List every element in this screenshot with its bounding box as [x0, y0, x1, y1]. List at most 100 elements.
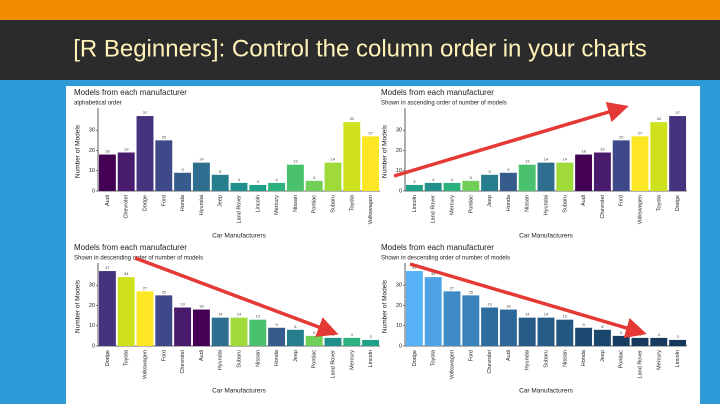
bar — [230, 182, 248, 191]
slide-title: [R Beginners]: Control the column order … — [73, 35, 647, 62]
x-tick-label: Jeep — [293, 350, 299, 362]
y-tick-label: 20 — [89, 148, 95, 154]
y-tick-label: 10 — [89, 168, 95, 174]
chart-title: Models from each manufacturer — [381, 243, 494, 252]
x-axis-title: Car Manufacturers — [212, 233, 267, 240]
x-tick-label: Audi — [105, 195, 111, 206]
x-tick-label: Toyota — [124, 349, 130, 366]
x-tick-label: Hyundai — [218, 350, 224, 370]
value-label: 19 — [180, 302, 185, 307]
value-label: 3 — [676, 334, 679, 339]
chart-title: Models from each manufacturer — [381, 88, 494, 97]
value-label: 27 — [638, 130, 643, 135]
bar — [462, 295, 480, 346]
bar — [575, 154, 593, 191]
value-label: 25 — [162, 289, 167, 294]
x-tick-label: Hyundai — [525, 350, 531, 370]
value-label: 3 — [369, 334, 372, 339]
bar — [98, 271, 116, 346]
x-tick-label: Lincoln — [255, 195, 261, 212]
x-tick-label: Mercury — [274, 195, 280, 215]
x-tick-label: Toyota — [431, 349, 437, 366]
bar — [405, 184, 423, 191]
value-label: 18 — [581, 149, 586, 154]
bar — [324, 162, 342, 191]
x-tick-label: Honda — [274, 349, 280, 366]
top-band — [0, 0, 720, 20]
bar — [669, 339, 687, 346]
bar — [537, 317, 555, 346]
x-tick-label: Honda — [506, 194, 512, 211]
value-label: 9 — [582, 322, 585, 327]
x-tick-label: Volkswagen — [449, 350, 455, 379]
bar — [405, 271, 423, 346]
x-tick-label: Land Rover — [330, 350, 336, 379]
value-label: 27 — [143, 285, 148, 290]
x-tick-label: Ford — [468, 350, 474, 361]
y-tick-label: 20 — [396, 148, 402, 154]
bar — [136, 291, 154, 346]
bar — [136, 116, 154, 191]
value-label: 4 — [238, 177, 241, 182]
x-axis-title: Car Manufacturers — [519, 233, 574, 240]
y-tick-label: 0 — [399, 343, 402, 349]
chart-panel — [66, 86, 700, 404]
value-label: 34 — [657, 116, 662, 121]
value-label: 25 — [619, 134, 624, 139]
x-tick-label: Audi — [506, 350, 512, 361]
x-tick-label: Nissan — [293, 195, 299, 212]
x-tick-label: Lincoln — [675, 350, 681, 367]
bar — [518, 317, 536, 346]
y-tick-label: 0 — [92, 343, 95, 349]
value-label: 5 — [313, 175, 316, 180]
bar — [305, 180, 323, 191]
x-tick-label: Honda — [581, 349, 587, 366]
bar — [593, 329, 611, 346]
bar — [537, 162, 555, 191]
value-label: 8 — [294, 324, 297, 329]
x-tick-label: Audi — [581, 195, 587, 206]
value-label: 25 — [469, 289, 474, 294]
arrow — [409, 262, 647, 339]
x-tick-label: Subaru — [330, 195, 336, 213]
bar — [249, 319, 267, 346]
bar — [499, 309, 517, 346]
value-label: 4 — [351, 332, 354, 337]
y-axis-title: Number of Models — [382, 279, 389, 333]
value-label: 4 — [451, 177, 454, 182]
value-label: 34 — [124, 271, 129, 276]
x-tick-label: Audi — [199, 350, 205, 361]
x-tick-label: Chevrolet — [600, 195, 606, 219]
x-tick-label: Volkswagen — [142, 350, 148, 379]
value-label: 13 — [525, 159, 530, 164]
chart-subtitle: Shown in descending order of number of m… — [381, 256, 510, 262]
value-label: 34 — [350, 116, 355, 121]
x-tick-label: Jeep — [600, 350, 606, 362]
x-tick-label: Land Rover — [637, 350, 643, 379]
x-tick-label: Mercury — [449, 195, 455, 215]
value-label: 14 — [199, 157, 204, 162]
value-label: 18 — [105, 149, 110, 154]
value-label: 14 — [237, 312, 242, 317]
x-tick-label: Dodge — [675, 195, 681, 211]
x-tick-label: Volkswagen — [368, 195, 374, 224]
bar — [575, 327, 593, 346]
x-tick-label: Dodge — [142, 195, 148, 211]
bar — [117, 277, 135, 346]
x-tick-label: Toyota — [349, 194, 355, 211]
value-label: 4 — [275, 177, 278, 182]
value-label: 14 — [544, 157, 549, 162]
x-tick-label: Pontiac — [619, 350, 625, 369]
y-tick-label: 20 — [396, 303, 402, 309]
x-tick-label: Toyota — [656, 194, 662, 211]
x-tick-label: Lincoln — [412, 195, 418, 212]
bar — [424, 182, 442, 191]
bar — [343, 122, 361, 191]
x-tick-label: Pontiac — [312, 195, 318, 214]
y-tick-label: 30 — [89, 128, 95, 134]
x-tick-label: Subaru — [236, 350, 242, 368]
value-label: 5 — [313, 330, 316, 335]
y-tick-label: 30 — [396, 283, 402, 289]
bar — [650, 337, 668, 346]
